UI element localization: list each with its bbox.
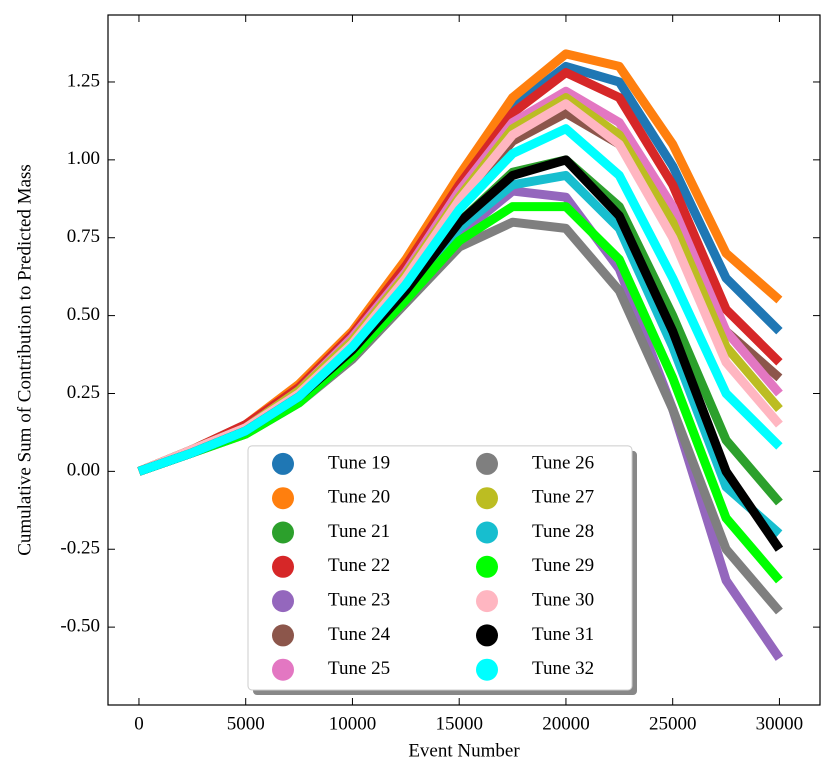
y-tick-label: 0.25	[67, 382, 100, 403]
legend-marker	[272, 521, 294, 544]
legend-marker	[476, 658, 498, 681]
legend-marker	[476, 487, 498, 510]
legend-label: Tune 31	[532, 624, 594, 645]
legend-label: Tune 27	[532, 487, 594, 508]
legend-box	[247, 445, 633, 691]
legend-marker	[272, 624, 294, 647]
legend-label: Tune 20	[328, 487, 390, 508]
x-tick-label: 15000	[435, 713, 483, 734]
legend-marker	[476, 590, 498, 613]
legend-marker	[272, 555, 294, 578]
legend-label: Tune 19	[328, 452, 390, 473]
y-axis-label: Cumulative Sum of Contribution to Predic…	[14, 164, 35, 556]
legend-label: Tune 29	[532, 555, 594, 576]
legend-label: Tune 32	[532, 658, 594, 679]
legend-marker	[476, 452, 498, 475]
y-tick-label: 0.75	[67, 226, 100, 247]
legend-marker	[476, 624, 498, 647]
legend-label: Tune 23	[328, 589, 390, 610]
series-line	[137, 124, 783, 476]
x-axis-label: Event Number	[408, 740, 520, 761]
legend-marker	[476, 521, 498, 544]
y-tick-label: -0.50	[60, 615, 100, 636]
x-tick-label: 0	[134, 713, 144, 734]
y-tick-label: 1.25	[67, 70, 100, 91]
legend-label: Tune 21	[328, 521, 390, 542]
x-tick-label: 5000	[227, 713, 265, 734]
legend-marker	[272, 452, 294, 475]
y-tick-label: 1.00	[67, 148, 100, 169]
legend-label: Tune 30	[532, 589, 594, 610]
legend-label: Tune 26	[532, 452, 594, 473]
legend-label: Tune 24	[328, 624, 391, 645]
x-tick-label: 30000	[756, 713, 804, 734]
y-tick-label: -0.25	[60, 538, 100, 559]
legend-marker	[272, 590, 294, 613]
x-tick-label: 20000	[542, 713, 590, 734]
legend-label: Tune 22	[328, 555, 390, 576]
x-tick-label: 10000	[329, 713, 377, 734]
y-tick-label: 0.50	[67, 304, 100, 325]
plot-frame	[107, 14, 821, 706]
legend-marker	[272, 658, 294, 681]
legend-marker	[272, 487, 294, 510]
y-tick-label: 0.00	[67, 460, 100, 481]
legend-label: Tune 28	[532, 521, 594, 542]
legend-marker	[476, 555, 498, 578]
legend-label: Tune 25	[328, 658, 390, 679]
x-tick-label: 25000	[649, 713, 697, 734]
